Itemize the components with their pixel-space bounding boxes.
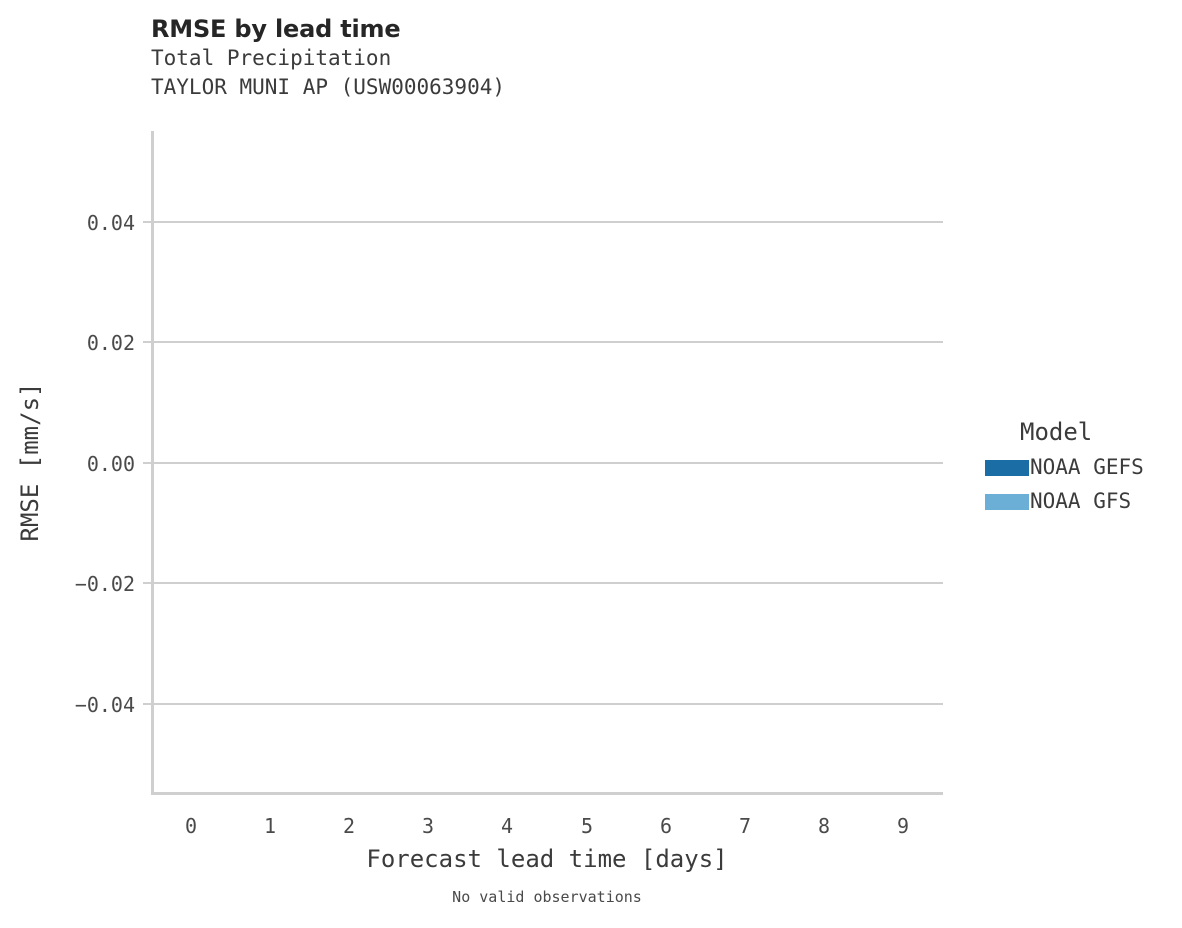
gridline-y-0.04 [151,221,943,223]
legend-title: Model [1020,418,1093,446]
chart-title: RMSE by lead time [151,15,401,43]
gridline-y-0.02 [151,341,943,343]
axis-spine-left [151,131,154,795]
ytick-mark-0.00 [143,462,151,464]
legend-swatch-icon-noaa-gefs [985,460,1029,476]
xtick-label-2: 2 [342,814,356,838]
ytick-label-1: 0.02 [86,331,135,355]
xtick-label-1: 1 [263,814,277,838]
legend-swatch-icon-noaa-gfs [985,494,1029,510]
no-data-annotation: No valid observations [452,888,642,906]
ytick-label-0: 0.04 [86,211,135,235]
ytick-mark-0.02 [143,341,151,343]
ytick-mark-minus-0.02 [143,582,151,584]
legend-label-noaa-gefs: NOAA GEFS [1030,455,1144,479]
x-axis-title: Forecast lead time [days] [366,845,728,873]
ytick-mark-0.04 [143,221,151,223]
ytick-mark-minus-0.04 [143,703,151,705]
axis-spine-bottom [151,792,943,795]
xtick-label-9: 9 [896,814,910,838]
xtick-label-5: 5 [580,814,594,838]
legend-label-noaa-gfs: NOAA GFS [1030,489,1132,513]
xtick-label-3: 3 [421,814,435,838]
ytick-label-2: 0.00 [86,452,135,476]
title-block: RMSE by lead time Total Precipitation TA… [151,14,971,102]
xtick-label-4: 4 [500,814,514,838]
xtick-label-0: 0 [184,814,198,838]
xtick-label-7: 7 [738,814,752,838]
chart-subtitle-variable: Total Precipitation [151,46,392,70]
gridline-y-minus-0.04 [151,703,943,705]
gridline-y-0.00 [151,462,943,464]
chart-subtitle-station: TAYLOR MUNI AP (USW00063904) [151,75,506,99]
xtick-label-8: 8 [817,814,831,838]
ytick-label-4: −0.04 [74,693,135,717]
gridline-y-minus-0.02 [151,582,943,584]
ytick-label-3: −0.02 [74,572,135,596]
y-axis-title: RMSE [mm/s] [16,382,44,542]
xtick-label-6: 6 [659,814,673,838]
